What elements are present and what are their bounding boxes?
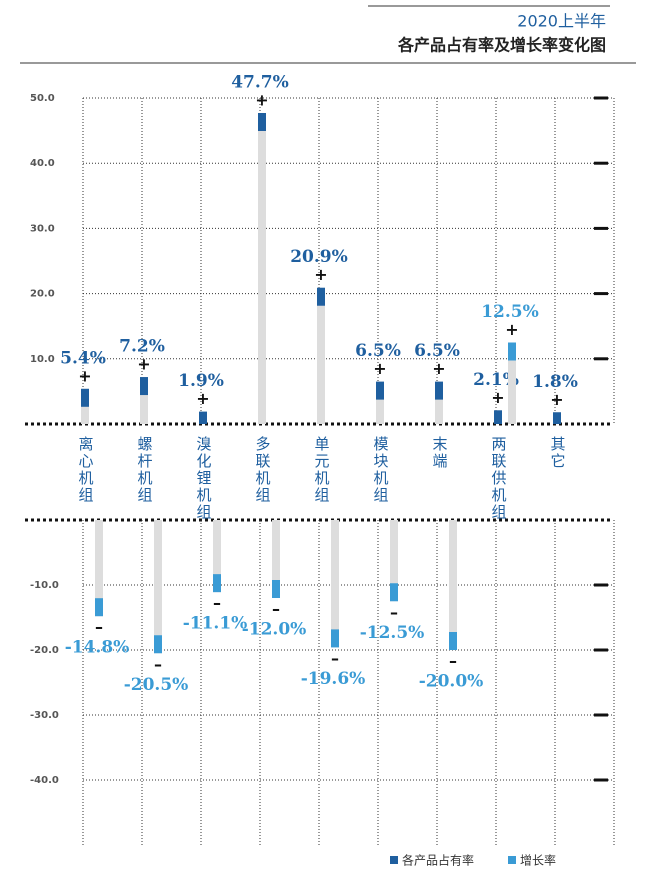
x-tick-label: 末端 [431,436,449,470]
y-tick-label: -30.0 [30,710,59,721]
value-label: -20.5% [124,675,189,695]
sign-marker: + [78,366,91,385]
y-tick-label: -40.0 [30,775,59,786]
sign-marker: + [373,359,386,378]
sign-marker: – [154,655,162,674]
bar-background [376,381,384,424]
sign-marker: – [449,652,457,671]
value-label: -20.0% [419,672,484,692]
x-tick-label: 模块机组 [372,436,390,504]
value-label: 2.1% [473,370,519,390]
bar-background [140,377,148,424]
sign-marker: + [550,390,563,409]
bar [317,287,325,306]
x-tick-label: 多联机组 [254,436,272,504]
value-label: 1.9% [178,371,224,391]
bar [331,629,339,648]
bar-background [154,520,162,654]
bar-background [390,520,398,602]
value-label: 6.5% [355,341,401,361]
sign-marker: + [314,265,327,284]
bar-background [331,520,339,648]
legend-label: 增长率 [520,853,556,868]
sign-marker: + [196,389,209,408]
bar-background [213,520,221,593]
sign-marker: – [390,603,398,622]
bar [213,574,221,593]
legend-swatch [508,856,516,864]
chart-title: 2020上半年 [517,12,606,31]
value-label: 1.8% [532,372,578,392]
y-tick-label: 40.0 [30,158,55,169]
x-tick-label: 螺杆机组 [136,436,154,504]
bar [553,412,561,424]
x-tick-label: 两联供机组 [490,436,508,521]
bar [272,580,280,598]
sign-marker: – [213,594,221,613]
value-label: -12.0% [242,620,307,640]
value-label: 5.4% [60,348,106,368]
sign-marker: + [255,90,268,109]
sign-marker: – [95,618,103,637]
y-tick-label: 50.0 [30,93,55,104]
bar [81,388,89,407]
value-label: 12.5% [481,302,539,322]
bar [449,632,457,650]
bar [508,342,516,361]
sign-marker: – [331,649,339,668]
sign-marker: + [137,355,150,374]
bar-background [272,520,280,598]
y-tick-label: 20.0 [30,289,55,300]
x-tick-label: 其它 [549,436,567,470]
x-tick-label: 离心机组 [77,436,95,504]
y-tick-label: -20.0 [30,645,59,656]
value-label: 47.7% [231,72,289,92]
x-tick-label: 单元机组 [313,436,331,504]
bar-background [317,287,325,424]
sign-marker: + [505,320,518,339]
bar [494,410,502,424]
value-label: -14.8% [65,638,130,658]
sign-marker: – [272,600,280,619]
legend-label: 各产品占有率 [402,853,474,868]
bar-background [95,520,103,617]
bar [140,377,148,396]
y-tick-label: -10.0 [30,580,59,591]
bar [154,635,162,654]
bar [435,381,443,400]
legend-swatch [390,856,398,864]
value-label: 6.5% [414,341,460,361]
bar-background [258,112,266,424]
y-tick-label: 30.0 [30,223,55,234]
chart-subtitle: 各产品占有率及增长率变化图 [397,36,606,55]
value-label: 20.9% [290,247,348,267]
bar-background [435,381,443,424]
value-label: -11.1% [183,614,248,634]
bar [258,112,266,131]
bar-background [449,520,457,650]
bar [376,381,384,400]
value-label: -19.6% [301,669,366,689]
y-tick-label: 10.0 [30,354,55,365]
value-label: 7.2% [119,337,165,357]
sign-marker: + [491,388,504,407]
sign-marker: + [432,359,445,378]
x-tick-label: 溴化锂机组 [195,436,213,521]
bar [95,598,103,617]
bar-background [508,342,516,424]
value-label: -12.5% [360,623,425,643]
bar [390,583,398,602]
bar [199,411,207,424]
